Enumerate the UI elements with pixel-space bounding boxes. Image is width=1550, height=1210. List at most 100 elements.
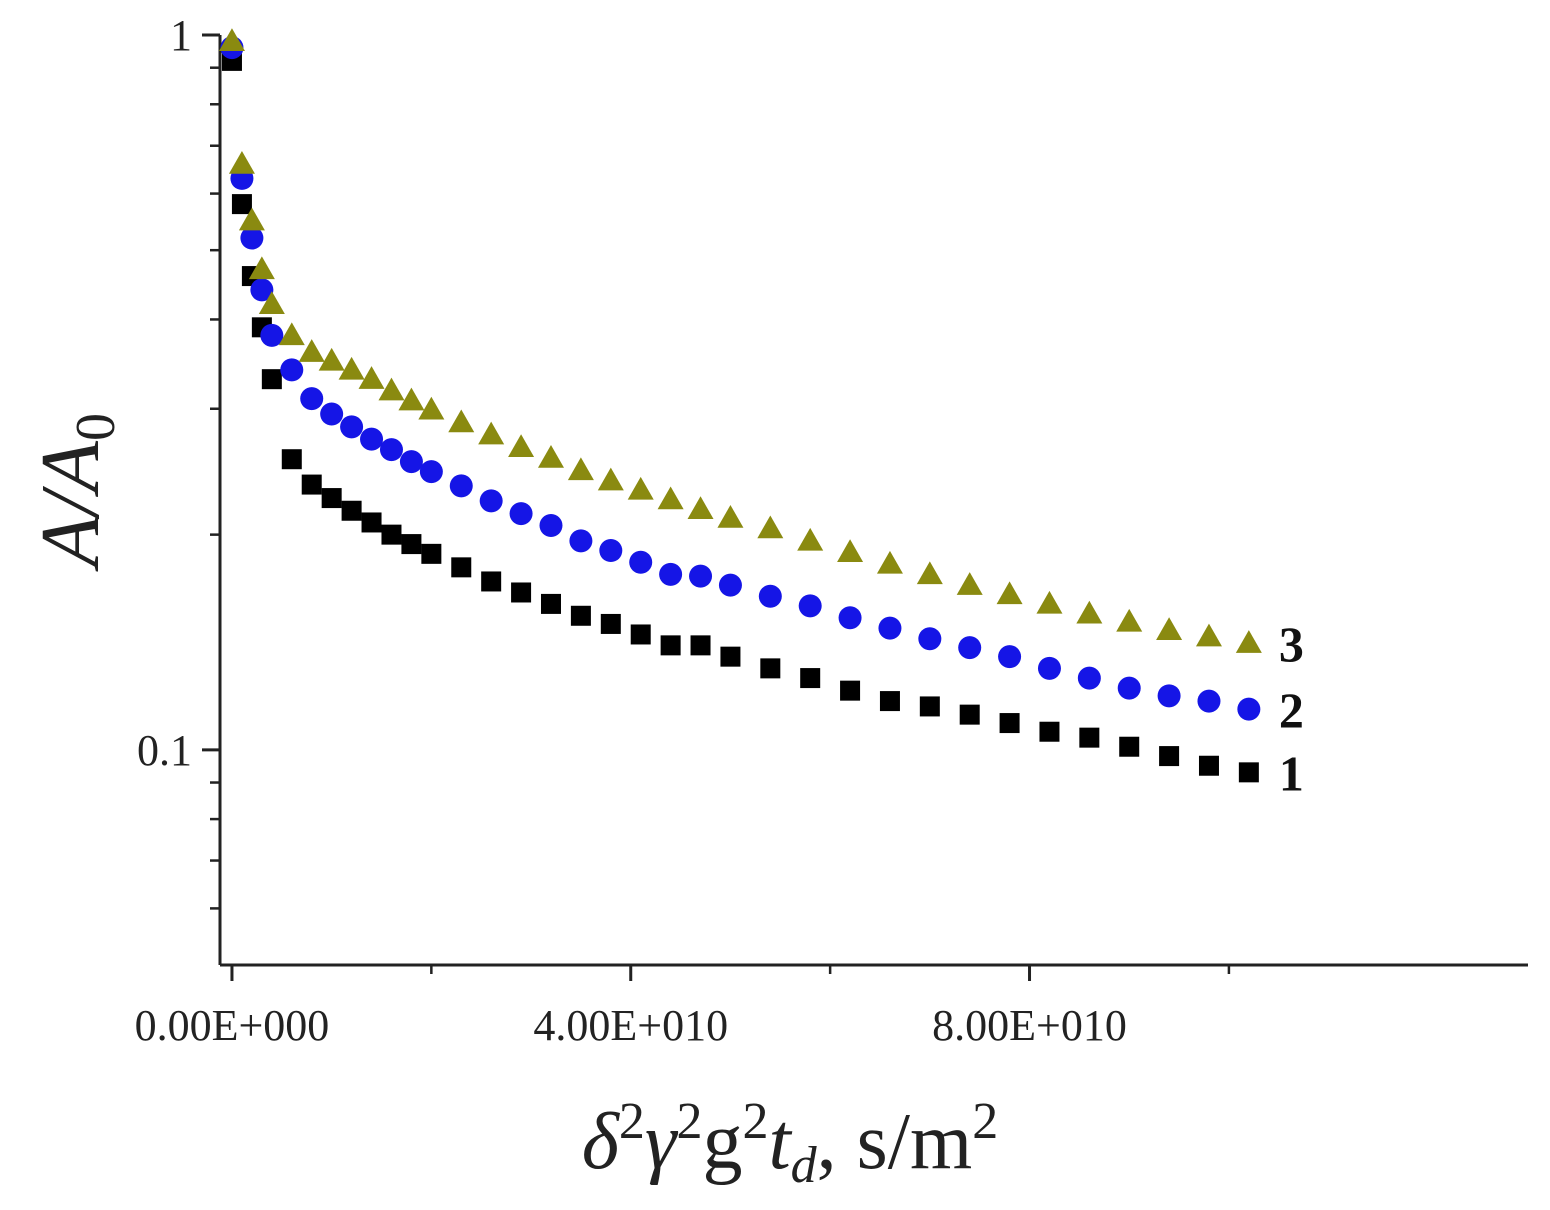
square-marker [840, 680, 861, 701]
circle-marker [449, 474, 473, 498]
triangle-marker [278, 322, 305, 346]
square-marker [800, 668, 821, 689]
series-3 [218, 28, 1262, 653]
x-tick-label: 0.00E+000 [135, 1001, 330, 1050]
circle-marker [1077, 666, 1101, 690]
triangle-marker [717, 505, 744, 528]
square-marker [1159, 746, 1180, 767]
triangle-marker [338, 356, 365, 380]
circle-marker [300, 387, 324, 411]
y-axis-title-main: A/A [24, 440, 117, 572]
square-marker [401, 534, 422, 555]
x-axis-title-sup2: 2 [676, 1093, 702, 1150]
circle-marker [280, 358, 304, 382]
series-label-2: 2 [1279, 682, 1304, 738]
triangle-marker [448, 409, 475, 433]
triangle-marker [757, 515, 784, 539]
triangle-marker [248, 256, 275, 280]
triangle-marker [657, 486, 684, 510]
square-marker [261, 369, 282, 390]
triangle-marker [398, 387, 425, 411]
square-marker [281, 449, 302, 470]
circle-marker [629, 550, 653, 574]
circle-marker [878, 616, 902, 640]
triangle-marker [996, 581, 1023, 605]
circle-marker [689, 564, 713, 588]
circle-marker [838, 606, 862, 630]
square-marker [451, 557, 472, 578]
circle-marker [399, 450, 423, 474]
triangle-marker [1235, 630, 1262, 653]
square-marker [341, 500, 362, 521]
triangle-marker [567, 457, 594, 481]
circle-marker [539, 513, 563, 537]
square-marker [660, 635, 681, 656]
series-label-1: 1 [1279, 745, 1304, 801]
circle-marker [1197, 689, 1221, 713]
circle-marker [718, 573, 742, 597]
triangle-marker [1156, 617, 1183, 640]
triangle-marker [1195, 623, 1222, 647]
triangle-marker [837, 539, 864, 562]
triangle-marker [1076, 600, 1103, 624]
square-marker [301, 474, 322, 495]
triangle-marker [876, 550, 903, 574]
triangle-marker [597, 467, 624, 491]
y-axis-title-sub: 0 [65, 413, 127, 441]
x-axis-title-delta: δ [582, 1098, 621, 1186]
triangle-marker [916, 561, 943, 585]
triangle-marker [478, 421, 505, 445]
circle-marker [419, 460, 443, 484]
triangle-marker [378, 377, 405, 401]
circle-marker [569, 529, 593, 553]
triangle-marker [358, 366, 385, 389]
y-axis-title: A/A0 [24, 413, 127, 572]
axes: 0.00E+000 4.00E+010 8.00E+010 1 0.1 [135, 11, 1528, 1050]
series-1 [221, 50, 1259, 783]
series-labels: 1 2 3 [1279, 616, 1304, 801]
triangle-marker [508, 434, 535, 458]
triangle-marker [687, 496, 714, 520]
triangle-marker [218, 28, 245, 52]
x-tick-label: 8.00E+010 [932, 1001, 1127, 1050]
circle-marker [320, 402, 344, 426]
square-marker [630, 624, 651, 645]
x-axis-title-g: g [702, 1098, 742, 1186]
circle-marker [1037, 656, 1061, 680]
triangle-marker [1116, 608, 1143, 632]
square-marker [879, 691, 900, 712]
circle-marker [758, 584, 782, 608]
square-marker [999, 713, 1020, 734]
x-axis-title-t: t [768, 1098, 792, 1186]
square-marker [381, 524, 402, 545]
circle-marker [1117, 676, 1141, 700]
square-marker [959, 704, 980, 725]
series-2 [220, 36, 1261, 721]
triangle-marker [228, 150, 255, 174]
triangle-marker [797, 527, 824, 551]
square-marker [421, 543, 442, 564]
x-axis-title: δ2γ2g2td, s/m2 [582, 1093, 999, 1194]
triangle-marker [258, 291, 285, 315]
circle-marker [250, 278, 274, 302]
circle-marker [240, 226, 264, 250]
triangle-marker [238, 207, 265, 231]
circle-marker [340, 415, 364, 439]
x-axis-title-sup3: 2 [742, 1093, 768, 1150]
x-axis-title-sup4: 2 [972, 1093, 998, 1150]
circle-marker [599, 539, 623, 563]
square-marker [1119, 736, 1140, 757]
square-marker [720, 646, 741, 667]
y-tick-label: 0.1 [137, 726, 192, 775]
square-marker [231, 194, 252, 215]
triangle-marker [537, 445, 564, 468]
square-marker [540, 593, 561, 614]
circle-marker [659, 562, 683, 586]
circle-marker [1157, 684, 1181, 708]
triangle-marker [1036, 590, 1063, 614]
circle-marker [379, 438, 403, 462]
x-axis-title-units: , s/m [817, 1098, 973, 1186]
square-marker [919, 696, 940, 717]
x-axis-title-sup1: 2 [619, 1093, 645, 1150]
